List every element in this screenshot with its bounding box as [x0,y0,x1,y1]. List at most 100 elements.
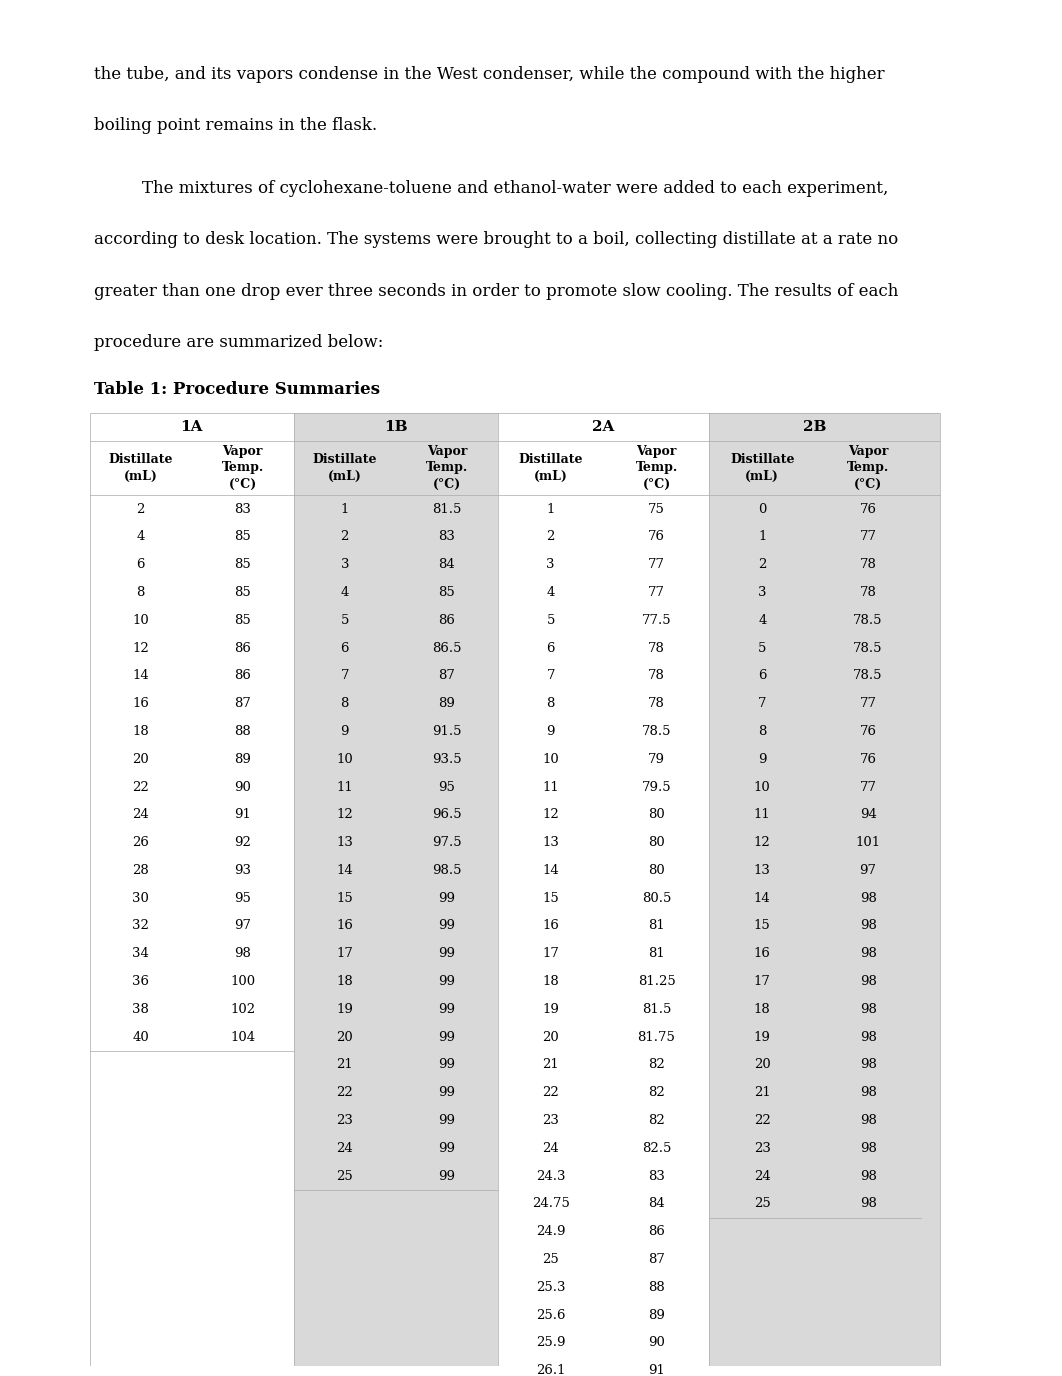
Text: 16: 16 [754,947,771,960]
Text: 24: 24 [543,1142,559,1154]
Text: 87: 87 [648,1254,665,1266]
Text: 88: 88 [235,725,251,738]
Text: 78.5: 78.5 [854,614,883,627]
Text: 89: 89 [648,1309,665,1321]
Text: 89: 89 [235,753,252,766]
Text: 98: 98 [859,1115,876,1127]
Text: 98: 98 [859,1003,876,1015]
Text: 90: 90 [235,780,252,794]
Text: procedure are summarized below:: procedure are summarized below: [95,334,383,351]
Text: Vapor
Temp.
(°C): Vapor Temp. (°C) [222,446,263,490]
Text: 10: 10 [337,753,354,766]
Text: 83: 83 [439,530,456,544]
Text: according to desk location. The systems were brought to a boil, collecting disti: according to desk location. The systems … [95,231,898,248]
Text: 21: 21 [337,1058,354,1072]
Text: Distillate
(mL): Distillate (mL) [108,454,173,483]
Text: 76: 76 [859,502,876,516]
Text: 81.5: 81.5 [641,1003,671,1015]
Text: 77: 77 [648,559,665,571]
Text: 97: 97 [859,864,876,877]
Text: 85: 85 [235,530,251,544]
Text: 18: 18 [543,976,559,988]
Text: 76: 76 [859,753,876,766]
Text: 24.3: 24.3 [536,1170,565,1182]
Text: 40: 40 [133,1031,149,1043]
Text: 23: 23 [543,1115,560,1127]
Text: 80: 80 [648,837,665,849]
Text: 91.5: 91.5 [432,725,462,738]
Text: 85: 85 [235,586,251,599]
Text: 22: 22 [337,1086,354,1099]
Text: 11: 11 [337,780,354,794]
Text: 19: 19 [337,1003,354,1015]
Text: 9: 9 [341,725,349,738]
Text: 8: 8 [547,698,554,710]
Text: 86.5: 86.5 [432,641,462,655]
Text: 84: 84 [439,559,456,571]
Text: 0: 0 [758,502,767,516]
Text: 6: 6 [758,669,767,682]
Text: 16: 16 [133,698,149,710]
Text: 82: 82 [648,1058,665,1072]
Text: 80: 80 [648,864,665,877]
Text: Distillate
(mL): Distillate (mL) [518,454,583,483]
Text: 11: 11 [754,808,771,821]
Text: 18: 18 [133,725,149,738]
Text: 91: 91 [648,1364,665,1376]
Text: 1: 1 [341,502,349,516]
Text: 98: 98 [235,947,252,960]
Text: 12: 12 [337,808,354,821]
Text: 85: 85 [235,614,251,627]
Text: 98: 98 [859,976,876,988]
Text: 98: 98 [859,892,876,904]
Text: 30: 30 [133,892,149,904]
Text: 84: 84 [648,1197,665,1211]
Text: 82: 82 [648,1115,665,1127]
Text: 77: 77 [859,530,876,544]
Text: 6: 6 [547,641,555,655]
Text: 85: 85 [235,559,251,571]
Text: 7: 7 [341,669,349,682]
Text: 14: 14 [543,864,559,877]
Text: 87: 87 [235,698,252,710]
Text: 3: 3 [341,559,349,571]
Text: 9: 9 [547,725,555,738]
Text: 8: 8 [341,698,349,710]
Text: 78.5: 78.5 [641,725,671,738]
Text: Distillate
(mL): Distillate (mL) [730,454,794,483]
Text: 78: 78 [648,698,665,710]
Text: 87: 87 [439,669,456,682]
Text: 24.9: 24.9 [536,1225,565,1238]
Text: 104: 104 [230,1031,255,1043]
Text: 28: 28 [133,864,149,877]
Text: 98: 98 [859,947,876,960]
Text: 95: 95 [235,892,252,904]
Text: 86: 86 [235,641,252,655]
Text: 15: 15 [543,892,559,904]
Text: 75: 75 [648,502,665,516]
Text: 102: 102 [230,1003,255,1015]
Text: 20: 20 [543,1031,559,1043]
Text: 79.5: 79.5 [641,780,671,794]
Text: 10: 10 [543,753,559,766]
Text: 82: 82 [648,1086,665,1099]
Text: 78: 78 [648,669,665,682]
Text: 99: 99 [439,976,456,988]
Text: 2: 2 [547,530,554,544]
Text: 25.3: 25.3 [536,1281,565,1293]
Text: 1: 1 [547,502,554,516]
Text: 14: 14 [337,864,354,877]
Text: 8: 8 [137,586,144,599]
Text: 99: 99 [439,1003,456,1015]
Text: 95: 95 [439,780,456,794]
Text: 100: 100 [230,976,255,988]
Text: 4: 4 [547,586,554,599]
Text: 6: 6 [341,641,349,655]
Text: 94: 94 [859,808,876,821]
Text: Vapor
Temp.
(°C): Vapor Temp. (°C) [426,446,468,490]
Text: 24: 24 [754,1170,771,1182]
Text: 2: 2 [758,559,767,571]
Text: 23: 23 [337,1115,354,1127]
Text: 20: 20 [337,1031,354,1043]
Text: 80.5: 80.5 [641,892,671,904]
